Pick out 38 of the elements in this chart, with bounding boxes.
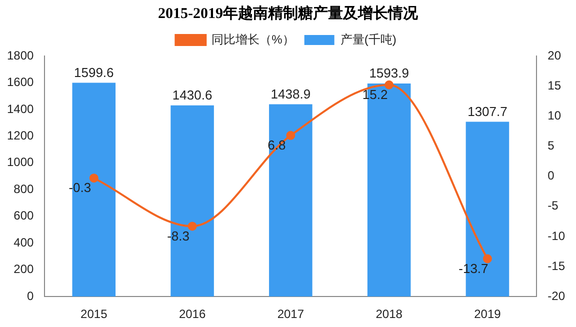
y2-tick-label: -20 <box>548 288 566 303</box>
y2-tick-label: 5 <box>548 138 555 153</box>
y2-tick-label: -5 <box>548 198 559 213</box>
x-tick-label: 2017 <box>277 307 304 322</box>
y-tick-label: 1000 <box>6 155 34 170</box>
legend-label: 同比增长（%） <box>212 32 294 46</box>
y-tick-label: 1400 <box>6 102 34 116</box>
y-tick-label: 600 <box>14 208 34 223</box>
data-label: 1599.6 <box>74 64 114 80</box>
y2-tick-label: -10 <box>548 228 566 243</box>
data-label: 1438.9 <box>270 86 311 102</box>
y-tick-label: 200 <box>14 262 34 276</box>
data-label: 1307.7 <box>468 104 508 119</box>
x-tick-label: 2015 <box>80 307 108 322</box>
data-label: 1593.9 <box>369 66 409 81</box>
x-tick-label: 2019 <box>474 307 502 322</box>
y2-tick-label: 15 <box>548 78 562 92</box>
point <box>89 174 98 183</box>
point <box>188 222 197 231</box>
point <box>286 130 296 140</box>
y-tick-label: 1200 <box>6 128 34 143</box>
legend-label: 产量(千吨) <box>340 32 396 46</box>
y-tick-label: 400 <box>14 235 34 250</box>
y-tick-label: 0 <box>27 288 34 303</box>
y-tick-label: 1600 <box>6 75 34 90</box>
x-tick-label: 2016 <box>178 307 206 322</box>
data-label: 1430.6 <box>172 87 212 102</box>
y2-tick-label: 0 <box>548 168 555 183</box>
bar <box>269 104 312 297</box>
y-tick-label: 1800 <box>6 48 34 62</box>
y2-tick-label: 20 <box>548 48 562 62</box>
chart-title: 2015-2019年越南精制糖产量及增长情况 <box>157 4 419 23</box>
point <box>482 254 492 264</box>
y2-tick-label: -15 <box>548 258 566 273</box>
y2-tick-label: 10 <box>548 108 562 122</box>
point <box>384 80 394 90</box>
x-tick-label: 2018 <box>376 307 403 322</box>
y-tick-label: 800 <box>14 182 34 196</box>
